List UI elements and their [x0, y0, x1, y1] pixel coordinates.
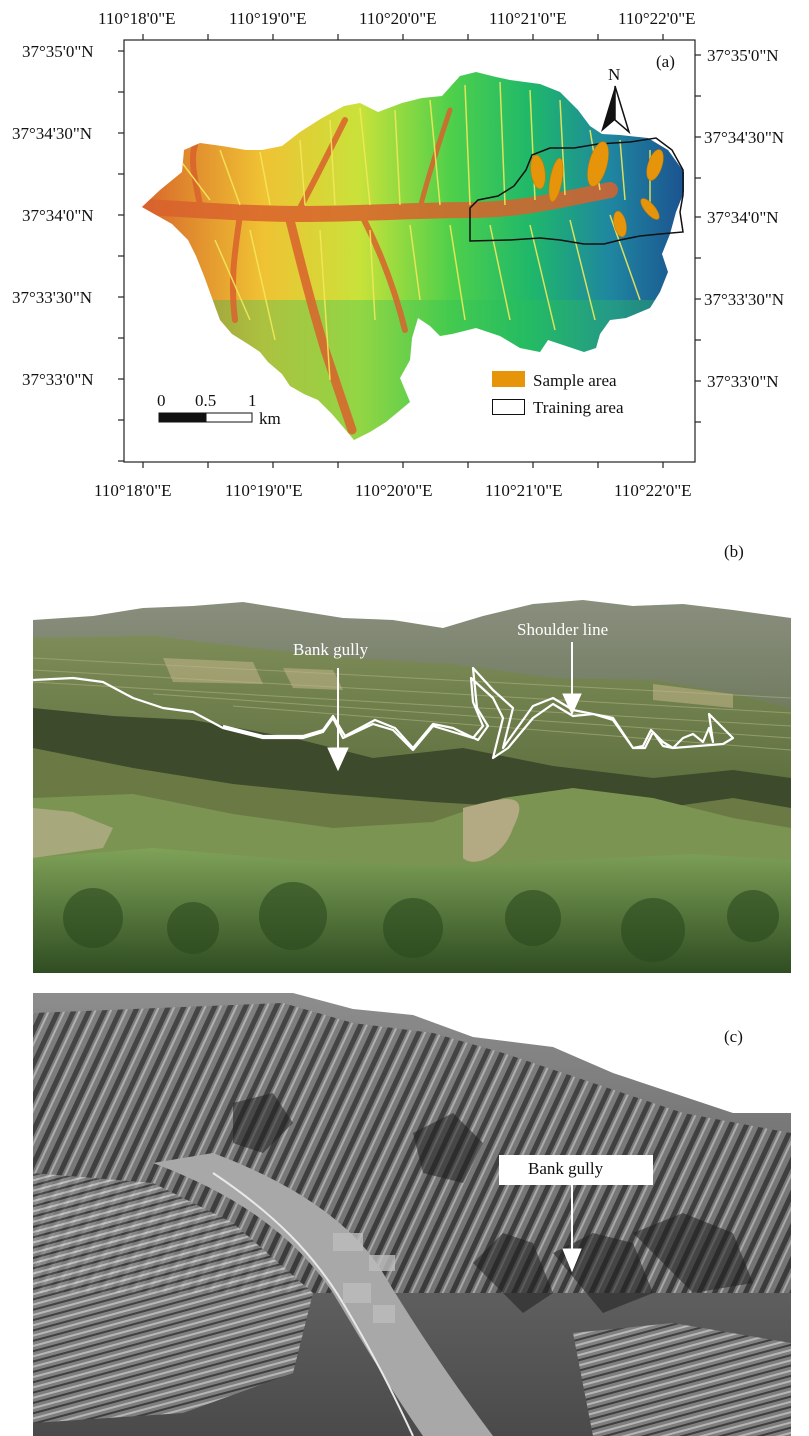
shoulder-line — [33, 666, 735, 760]
bottom-lon-label: 110°18'0"E — [94, 481, 172, 500]
callout-arrows — [327, 642, 582, 772]
legend-label-training: Training area — [533, 398, 624, 417]
top-lon-label: 110°20'0"E — [359, 9, 437, 28]
panel-c-label: (c) — [724, 1027, 743, 1046]
north-label: N — [608, 65, 621, 84]
bank-gully-callout: Bank gully — [293, 640, 369, 659]
bottom-lon-label: 110°21'0"E — [485, 481, 563, 500]
field-photo: Bank gully Shoulder line — [33, 598, 791, 973]
terrain-3d-view: Bank gully (c) — [33, 993, 791, 1436]
left-lat-label: 37°34'0"N — [22, 206, 94, 225]
bottom-lon-label: 110°19'0"E — [225, 481, 303, 500]
left-lat-label: 37°34'30"N — [12, 124, 93, 143]
legend-label-sample: Sample area — [533, 371, 617, 390]
top-lon-label: 110°21'0"E — [489, 9, 567, 28]
legend-swatch-sample — [492, 371, 525, 387]
top-lon-label: 110°19'0"E — [229, 9, 307, 28]
right-lat-label: 37°33'0"N — [707, 372, 779, 391]
north-arrow-icon — [601, 85, 631, 135]
right-lat-label: 37°35'0"N — [707, 46, 779, 65]
panel-b-label: (b) — [724, 542, 744, 561]
right-lat-label: 37°34'30"N — [704, 128, 785, 147]
dem-watershed — [142, 72, 684, 440]
bank-gully-callout: Bank gully — [528, 1159, 604, 1178]
bottom-lon-label: 110°20'0"E — [355, 481, 433, 500]
scale-tick-label: 0 — [157, 391, 166, 410]
legend-swatch-training — [492, 399, 525, 415]
left-lat-label: 37°35'0"N — [22, 42, 94, 61]
bottom-lon-label: 110°22'0"E — [614, 481, 692, 500]
sample-areas — [530, 141, 664, 238]
callout-arrow — [562, 1185, 582, 1273]
right-lat-label: 37°34'0"N — [707, 208, 779, 227]
left-lat-label: 37°33'0"N — [22, 370, 94, 389]
right-lat-label: 37°33'30"N — [704, 290, 785, 309]
top-lon-label: 110°22'0"E — [618, 9, 696, 28]
top-lon-label: 110°18'0"E — [98, 9, 176, 28]
training-area-outline — [469, 137, 684, 245]
scale-unit: km — [259, 409, 281, 428]
scale-tick-label: 1 — [248, 391, 257, 410]
map-frame — [118, 34, 701, 468]
scale-bar — [158, 412, 253, 423]
scale-tick-label: 0.5 — [195, 391, 217, 410]
panel-a-label: (a) — [656, 52, 675, 71]
shoulder-line-callout: Shoulder line — [517, 620, 609, 639]
left-lat-label: 37°33'30"N — [12, 288, 93, 307]
